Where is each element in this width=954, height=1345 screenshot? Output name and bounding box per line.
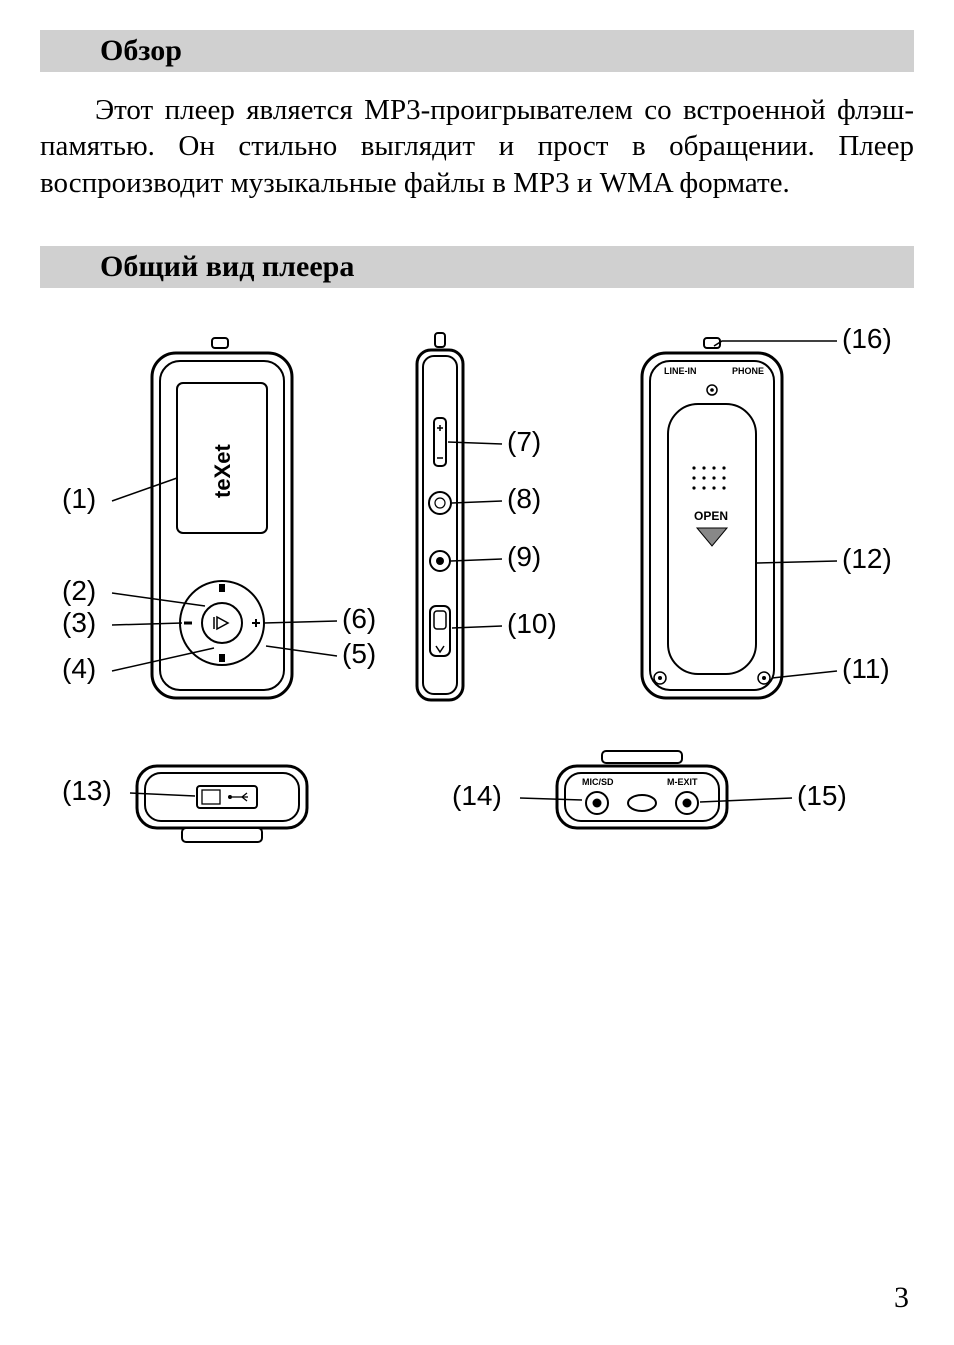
line-in-label: LINE-IN [664, 366, 697, 376]
bottom-view-left [137, 766, 307, 842]
callout-14: (14) [452, 780, 502, 811]
diagram-svg: teXet [42, 308, 912, 928]
back-view: LINE-IN PHONE OPEN [642, 338, 782, 698]
player-diagram: teXet [42, 308, 912, 928]
open-label: OPEN [694, 509, 728, 523]
callout-1: (1) [62, 483, 96, 514]
callout-12: (12) [842, 543, 892, 574]
callout-11: (11) [842, 653, 890, 684]
callout-8: (8) [507, 483, 541, 514]
callout-6: (6) [342, 603, 376, 634]
overview-text: Этот плеер является МР3-проигрывателем с… [40, 94, 914, 199]
page-number: 3 [894, 1281, 909, 1315]
callout-7: (7) [507, 426, 541, 457]
front-view: teXet [152, 338, 292, 698]
side-view [417, 333, 463, 700]
phone-label: PHONE [732, 366, 764, 376]
brand-text: teXet [210, 443, 235, 497]
callout-4: (4) [62, 653, 96, 684]
document-page: Обзор Этот плеер является МР3-проигрыват… [0, 0, 954, 1345]
callout-13: (13) [62, 775, 112, 806]
section-header-overview: Обзор [40, 30, 914, 72]
micsd-label: MIC/SD [582, 777, 614, 787]
callout-9: (9) [507, 541, 541, 572]
callout-2: (2) [62, 575, 96, 606]
overview-paragraph: Этот плеер является МР3-проигрывателем с… [40, 92, 914, 201]
callout-10: (10) [507, 608, 557, 639]
mem-label: M-EXIT [667, 777, 698, 787]
callout-15: (15) [797, 780, 847, 811]
section-header-general-view: Общий вид плеера [40, 246, 914, 288]
callout-3: (3) [62, 607, 96, 638]
callout-16: (16) [842, 323, 892, 354]
callout-5: (5) [342, 638, 376, 669]
bottom-view-right: MIC/SD M-EXIT [557, 751, 727, 828]
